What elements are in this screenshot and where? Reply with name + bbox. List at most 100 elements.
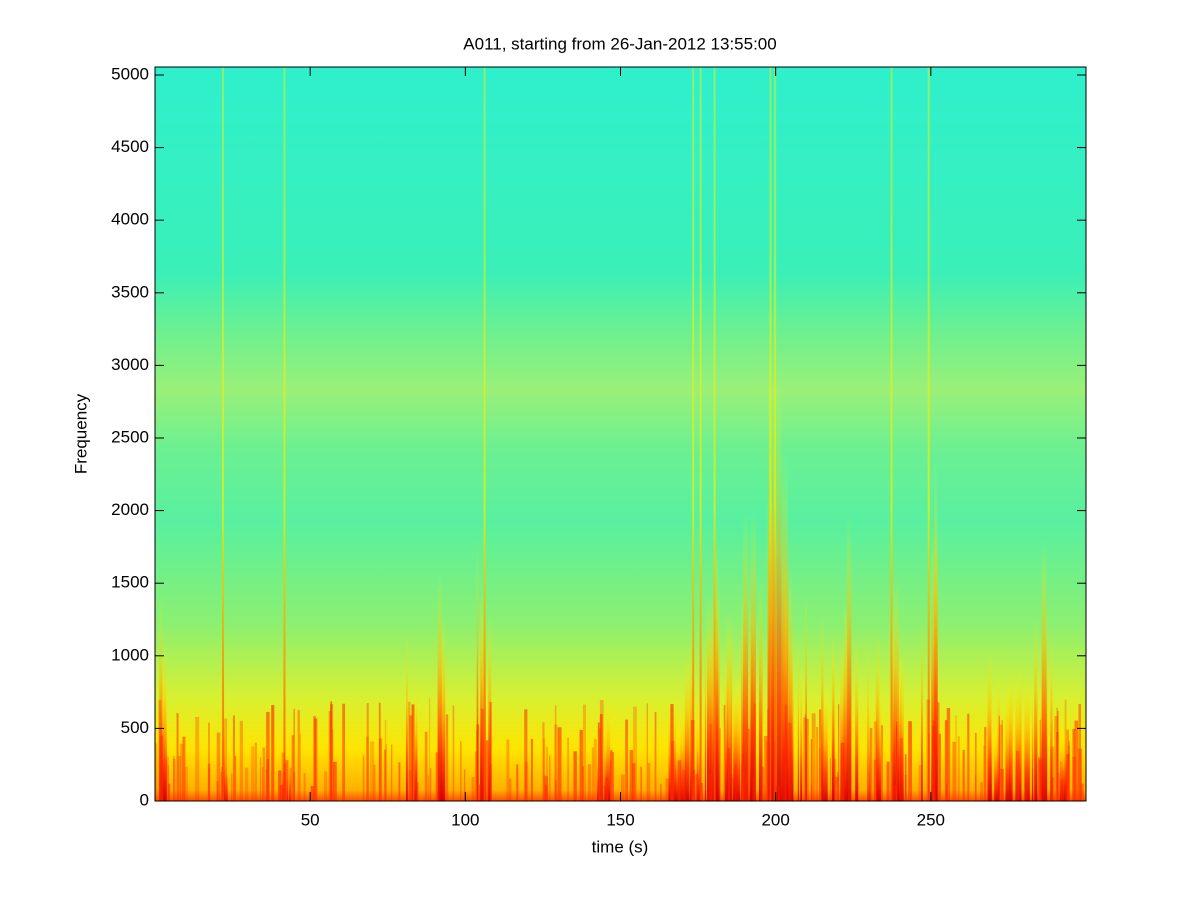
low-band-noise	[167, 783, 171, 801]
low-band-noise	[266, 711, 270, 801]
low-band-noise	[847, 771, 852, 801]
low-band-noise	[908, 721, 912, 801]
low-band-noise	[975, 732, 977, 801]
low-band-noise	[549, 755, 551, 801]
x-tick-label: 200	[761, 810, 789, 829]
spectrogram-background	[155, 67, 1086, 801]
low-band-noise	[609, 760, 612, 801]
low-band-noise	[259, 757, 262, 801]
low-band-noise	[291, 735, 295, 801]
spectral-burst	[606, 699, 611, 801]
spectral-burst	[225, 739, 227, 801]
low-band-noise	[821, 778, 823, 801]
low-band-noise	[555, 780, 557, 801]
low-band-noise	[342, 703, 346, 801]
spectral-burst	[931, 533, 937, 801]
low-band-noise	[591, 747, 594, 801]
low-band-noise	[741, 765, 745, 801]
spectral-burst	[1045, 607, 1048, 801]
spectral-burst	[732, 686, 738, 801]
spectral-burst	[1005, 687, 1011, 801]
low-band-noise	[984, 727, 987, 801]
spectral-line	[699, 67, 702, 801]
low-band-noise	[695, 774, 698, 801]
low-band-noise	[731, 773, 733, 801]
low-band-noise	[1039, 786, 1042, 801]
low-band-noise	[665, 778, 669, 801]
low-band-noise	[328, 710, 332, 801]
low-band-noise	[554, 724, 558, 801]
low-band-noise	[633, 706, 637, 801]
low-band-noise	[709, 723, 713, 801]
low-band-noise	[752, 776, 754, 801]
low-band-noise	[366, 736, 369, 801]
low-band-noise	[782, 760, 786, 801]
low-band-noise	[557, 727, 562, 801]
low-band-noise	[424, 731, 428, 801]
low-band-noise	[611, 752, 615, 801]
spectral-burst	[480, 593, 483, 801]
low-band-noise	[530, 738, 533, 801]
low-band-noise	[647, 762, 651, 801]
low-band-noise	[254, 742, 257, 801]
spectral-burst	[994, 722, 999, 801]
spectral-burst	[855, 640, 859, 801]
low-band-noise	[167, 764, 169, 801]
x-tick-label: 150	[606, 810, 634, 829]
low-band-noise	[764, 785, 766, 801]
low-band-noise	[869, 727, 873, 801]
low-band-noise	[980, 782, 984, 801]
chart-title: A011, starting from 26-Jan-2012 13:55:00	[463, 34, 776, 53]
low-band-noise	[1039, 719, 1041, 801]
low-band-noise	[1037, 757, 1042, 801]
low-band-noise	[719, 728, 721, 801]
low-band-noise	[603, 785, 606, 801]
low-band-noise	[429, 698, 431, 801]
low-band-noise	[1050, 746, 1055, 801]
x-tick-label: 50	[301, 810, 320, 829]
low-band-noise	[567, 737, 569, 801]
low-band-noise	[760, 766, 765, 801]
low-band-noise	[690, 720, 695, 801]
low-band-noise	[1080, 783, 1084, 801]
low-band-noise	[677, 760, 682, 801]
low-band-noise	[460, 741, 462, 801]
low-band-noise	[476, 724, 480, 801]
low-band-noise	[582, 704, 586, 801]
low-band-noise	[1001, 719, 1003, 801]
low-band-noise	[220, 772, 222, 801]
spectral-burst	[1035, 670, 1038, 801]
spectral-burst	[1024, 677, 1030, 801]
spectral-line	[713, 67, 716, 801]
spectral-burst	[897, 655, 902, 801]
low-band-noise	[398, 762, 401, 801]
spectral-burst	[604, 717, 608, 801]
low-band-noise	[926, 699, 930, 801]
spectral-burst	[715, 536, 719, 801]
spectral-burst	[728, 680, 731, 801]
low-band-noise	[886, 761, 890, 801]
low-band-noise	[660, 784, 662, 801]
low-band-noise	[463, 769, 466, 801]
low-band-noise	[474, 751, 478, 801]
low-band-noise	[1066, 729, 1069, 801]
low-band-noise	[1038, 759, 1043, 801]
spectral-burst	[1034, 615, 1038, 801]
low-band-noise	[767, 709, 769, 801]
low-band-noise	[445, 714, 449, 801]
low-band-noise	[806, 718, 809, 801]
low-band-noise	[480, 708, 485, 801]
low-band-noise	[962, 749, 965, 801]
low-band-noise	[430, 768, 432, 801]
spectral-burst	[867, 642, 869, 801]
low-band-noise	[605, 777, 609, 801]
low-band-noise	[234, 755, 237, 801]
low-band-noise	[727, 748, 731, 801]
y-axis-label: Frequency	[71, 393, 90, 474]
y-tick-label: 0	[140, 790, 149, 809]
spectral-burst	[724, 657, 728, 801]
spectral-burst	[707, 593, 714, 801]
spectral-burst	[846, 511, 852, 801]
